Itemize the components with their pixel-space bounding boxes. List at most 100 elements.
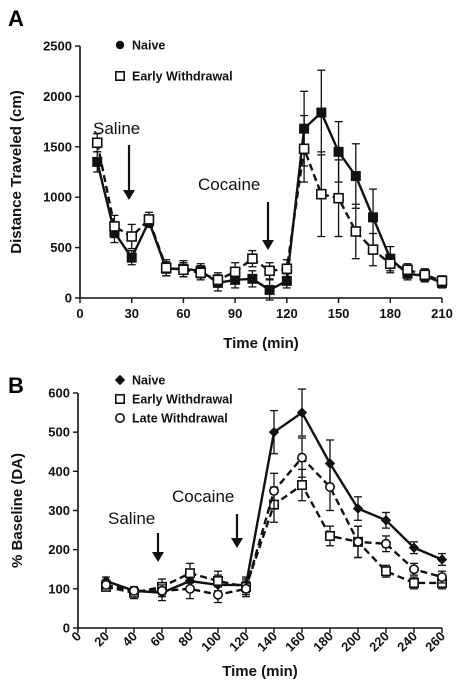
- panel-b: B 0 20 40 60 80 100 120 140 160 180 200 220 240 26001…: [8, 373, 448, 680]
- data-point: [185, 568, 196, 579]
- data-point: [436, 275, 448, 287]
- series-late-withdrawal: [101, 437, 447, 604]
- x-tick-label: 60: [147, 629, 168, 650]
- data-point: [316, 188, 327, 200]
- x-tick-label: 0: [68, 629, 84, 645]
- x-tick-label: 180: [310, 629, 336, 655]
- y-axis-label: % Baseline (DA): [9, 453, 26, 568]
- annotation-label: Cocaine: [198, 175, 260, 194]
- legend-marker: [115, 40, 125, 50]
- annotation-label: Saline: [93, 119, 140, 138]
- data-point: [213, 575, 224, 586]
- y-tick-label: 500: [48, 425, 70, 440]
- x-tick-label: 140: [254, 629, 280, 655]
- data-point: [195, 267, 206, 279]
- data-point: [368, 212, 379, 223]
- data-point: [157, 585, 168, 596]
- data-point: [380, 515, 392, 526]
- data-point: [296, 407, 308, 418]
- data-point: [264, 284, 275, 295]
- data-point: [296, 480, 307, 491]
- data-point: [296, 452, 307, 463]
- data-point: [268, 426, 280, 438]
- legend-label: Early Withdrawal: [132, 393, 233, 407]
- annotation-arrowhead: [231, 538, 243, 548]
- x-tick-label: 80: [175, 629, 196, 650]
- data-point: [247, 273, 258, 284]
- data-point: [380, 538, 391, 549]
- y-tick-label: 2500: [43, 39, 72, 54]
- y-tick-label: 0: [65, 291, 72, 306]
- x-tick-label: 220: [366, 629, 392, 655]
- x-tick-label: 20: [91, 629, 112, 650]
- x-tick-label: 30: [124, 306, 138, 321]
- legend-label: Naive: [132, 374, 165, 388]
- y-tick-label: 1000: [43, 190, 72, 205]
- series-early-withdrawal: [91, 114, 448, 288]
- data-point: [109, 221, 120, 232]
- x-tick-label: 200: [338, 629, 364, 655]
- data-point: [185, 583, 196, 594]
- y-tick-label: 500: [50, 240, 72, 255]
- data-point: [380, 566, 391, 577]
- x-axis-label: Time (min): [223, 335, 299, 352]
- x-tick-label: 90: [228, 306, 242, 321]
- data-point: [316, 107, 327, 118]
- annotation-arrowhead: [262, 240, 274, 250]
- data-point: [408, 577, 419, 588]
- data-point: [241, 583, 252, 594]
- data-point: [352, 503, 364, 514]
- x-tick-label: 120: [226, 629, 252, 655]
- data-point: [143, 214, 155, 225]
- y-tick-label: 200: [48, 542, 70, 557]
- annotation-label: Cocaine: [172, 487, 234, 506]
- data-point: [408, 542, 420, 553]
- data-point: [436, 572, 447, 583]
- data-point: [229, 266, 241, 278]
- x-tick-label: 100: [198, 629, 224, 655]
- data-point: [436, 554, 448, 565]
- legend-marker: [115, 412, 126, 423]
- y-tick-label: 100: [48, 581, 70, 596]
- data-point: [408, 564, 419, 575]
- panel-a-label: A: [8, 6, 24, 31]
- data-point: [247, 253, 258, 264]
- data-point: [160, 262, 172, 274]
- x-tick-label: 180: [379, 306, 401, 321]
- x-tick-label: 40: [119, 629, 140, 650]
- data-point: [367, 244, 379, 255]
- annotation-arrowhead: [123, 190, 135, 200]
- data-point: [126, 231, 138, 242]
- data-point: [129, 585, 140, 596]
- data-point: [350, 171, 361, 182]
- data-point: [333, 192, 344, 204]
- legend-marker: [115, 71, 126, 82]
- x-tick-label: 150: [328, 306, 350, 321]
- legend-marker: [115, 393, 126, 404]
- x-tick-label: 210: [431, 306, 453, 321]
- x-tick-label: 60: [176, 306, 190, 321]
- data-point: [91, 137, 103, 149]
- x-tick-label: 160: [282, 629, 308, 655]
- data-point: [264, 265, 275, 277]
- y-tick-label: 600: [48, 386, 70, 401]
- data-point: [352, 536, 363, 547]
- data-point: [419, 269, 431, 281]
- data-point: [126, 252, 137, 263]
- data-point: [178, 264, 189, 276]
- data-point: [402, 264, 413, 276]
- data-point: [333, 146, 344, 157]
- panel-a: A 0 30 60 90 120 150 180 210 0 500 1000 1500 2000 250…: [8, 6, 453, 352]
- data-point: [92, 156, 103, 167]
- legend-marker: [114, 374, 126, 386]
- panel-b-label: B: [8, 373, 24, 398]
- data-point: [350, 226, 362, 237]
- legend-label: Late Withdrawal: [132, 412, 228, 426]
- data-point: [324, 481, 335, 492]
- legend-label: Early Withdrawal: [132, 70, 233, 84]
- x-tick-label: 240: [394, 629, 420, 655]
- y-tick-label: 300: [48, 503, 70, 518]
- data-point: [281, 263, 293, 275]
- annotation-arrowhead: [152, 552, 164, 562]
